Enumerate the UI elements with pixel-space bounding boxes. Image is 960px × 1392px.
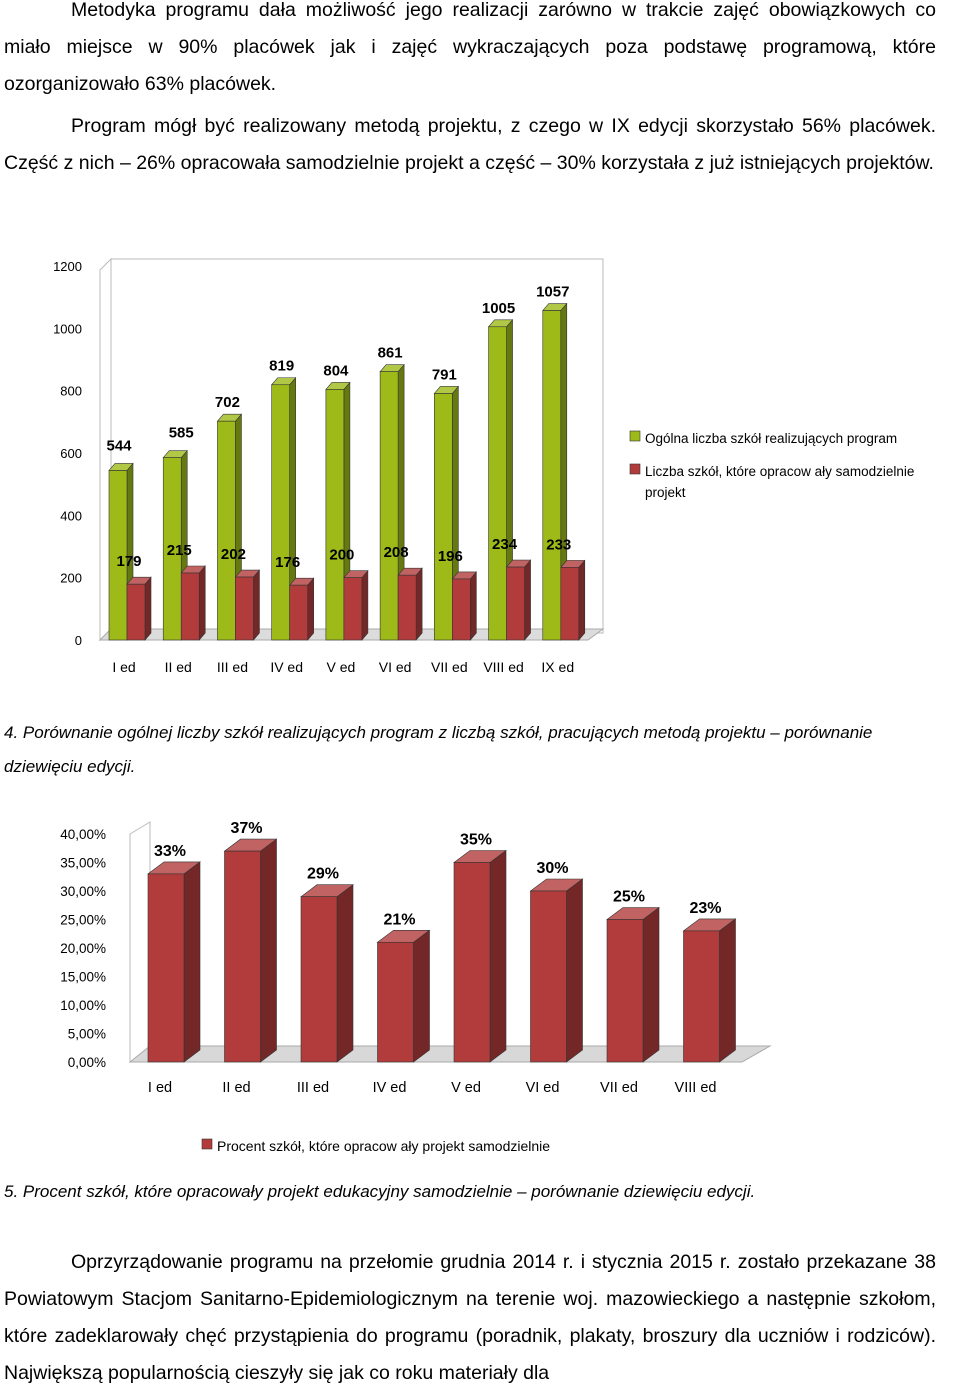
chart1-ytick-label: 1000: [53, 321, 82, 336]
chart2-ytick-label: 20,00%: [60, 941, 106, 956]
chart1-ytick-label: 0: [75, 633, 82, 648]
chart2-category-label: V ed: [451, 1080, 481, 1096]
figure-caption-5: 5. Procent szkół, które opracowały proje…: [4, 1182, 756, 1201]
chart1-ytick-label: 600: [60, 446, 82, 461]
chart2-bar: [376, 929, 431, 1063]
chart1-category-label: II ed: [165, 659, 192, 675]
chart2-category-label: III ed: [297, 1080, 329, 1096]
chart2-side-wall: [129, 821, 151, 1063]
chart1-value-label-total: 1005: [482, 300, 515, 317]
chart1-value-label-project: 200: [329, 547, 354, 564]
chart2-ytick-label: 30,00%: [60, 884, 106, 899]
chart2-value-label: 23%: [689, 900, 721, 917]
chart2-category-label: VII ed: [600, 1080, 638, 1096]
chart2-value-label: 33%: [154, 843, 186, 860]
figure-caption-4: 4. Porównanie ogólnej liczby szkół reali…: [4, 723, 873, 776]
chart1-value-label-project: 176: [275, 554, 300, 571]
chart2-value-label: 25%: [613, 889, 645, 906]
chart2-category-label: VI ed: [526, 1080, 560, 1096]
chart1-value-label-total: 1057: [536, 284, 569, 301]
chart2-ytick-label: 15,00%: [60, 970, 106, 985]
chart1-category-label: VII ed: [431, 659, 468, 675]
paragraph-equipment: Oprzyrządowanie programu na przełomie gr…: [4, 1251, 936, 1384]
chart1-value-label-project: 202: [221, 546, 246, 563]
chart1-value-label-total: 544: [106, 437, 132, 454]
chart1-value-label-project: 234: [492, 536, 518, 553]
paragraph-methodology: Metodyka programu dała możliwość jego re…: [4, 0, 936, 95]
chart1-ytick-label: 1200: [53, 259, 82, 274]
chart1-legend-label-project: Liczba szkół, które opracow ały samodzie…: [645, 464, 914, 479]
chart1-value-label-total: 791: [432, 366, 457, 383]
chart1-bar-project: [234, 569, 261, 641]
chart1-category-label: VI ed: [379, 659, 412, 675]
chart1-value-label-project: 215: [167, 542, 192, 559]
chart2-value-label: 35%: [460, 832, 492, 849]
chart1-value-label-project: 233: [546, 536, 571, 553]
chart1-bar-project: [126, 576, 152, 641]
chart1-category-label: I ed: [112, 659, 135, 675]
chart1-legend-swatch: [629, 463, 641, 475]
chart1-category-label: VIII ed: [483, 659, 523, 675]
paragraph-project-method: Program mógł być realizowany metodą proj…: [4, 115, 936, 174]
chart2-value-label: 30%: [536, 860, 568, 877]
chart2-bar: [453, 849, 507, 1063]
chart1-bar-project: [397, 567, 423, 641]
chart1-category-label: IV ed: [270, 659, 303, 675]
chart2-ytick-label: 40,00%: [60, 827, 106, 842]
chart1-value-label-total: 819: [269, 358, 294, 375]
chart2-value-label: 37%: [230, 820, 262, 837]
chart2-category-label: VIII ed: [675, 1080, 717, 1096]
chart1-bar-total: [487, 318, 514, 641]
chart2-bar: [529, 878, 584, 1063]
chart1-legend-label-total: Ogólna liczba szkół realizujących progra…: [645, 431, 897, 446]
chart1-category-label: IX ed: [541, 659, 574, 675]
chart1-ytick-label: 200: [60, 571, 82, 586]
chart2-category-label: II ed: [222, 1080, 250, 1096]
chart2-bar: [300, 884, 354, 1063]
chart1-value-label-total: 702: [215, 394, 240, 411]
chart1-bar-project: [343, 569, 369, 641]
chart2-bar: [682, 918, 737, 1063]
chart2-category-label: IV ed: [373, 1080, 407, 1096]
chart1-value-label-project: 208: [384, 544, 409, 561]
chart1-bar-project: [560, 559, 586, 641]
chart1-value-label-total: 804: [323, 362, 349, 379]
chart1-bar-total: [542, 302, 568, 641]
chart2-value-label: 21%: [383, 911, 415, 928]
chart1-category-label: III ed: [217, 659, 248, 675]
chart1-value-label-total: 861: [378, 345, 403, 362]
chart2-value-label: 29%: [307, 866, 339, 883]
chart2-ytick-label: 5,00%: [68, 1027, 106, 1042]
chart2-legend-label: Procent szkół, które opracow ały projekt…: [217, 1138, 550, 1154]
chart1-category-label: V ed: [326, 659, 355, 675]
chart2-ytick-label: 0,00%: [68, 1055, 106, 1070]
chart2-category-label: I ed: [148, 1080, 172, 1096]
chart2-bar: [223, 838, 278, 1063]
chart2-ytick-label: 10,00%: [60, 998, 106, 1013]
chart1-value-label-project: 179: [116, 553, 141, 570]
chart1-legend-label-project-cont: projekt: [645, 485, 686, 500]
chart1-bar-project: [180, 565, 206, 641]
chart-percent-self-made: 0,00% 5,00% 10,00% 15,00% 20,00% 25,00% 30,00%…: [60, 820, 772, 1154]
chart1-bar-project: [505, 559, 532, 641]
chart2-bar: [147, 861, 201, 1063]
chart1-bar-project: [451, 571, 477, 641]
chart1-ytick-label: 800: [60, 384, 82, 399]
chart1-bar-total: [271, 376, 297, 641]
chart-school-counts: 0 200 400 600 800 1000 1200 544 179 I ed 585 215 II …: [53, 257, 914, 675]
chart1-value-label-total: 585: [169, 425, 194, 442]
chart1-ytick-label: 400: [60, 508, 82, 523]
chart1-bar-project: [289, 577, 315, 641]
chart1-legend-swatch: [629, 430, 641, 442]
chart2-bar: [606, 906, 660, 1063]
chart2-legend-swatch: [201, 1138, 213, 1150]
chart2-ytick-label: 25,00%: [60, 913, 106, 928]
chart2-ytick-label: 35,00%: [60, 856, 106, 871]
chart1-value-label-project: 196: [438, 548, 463, 565]
